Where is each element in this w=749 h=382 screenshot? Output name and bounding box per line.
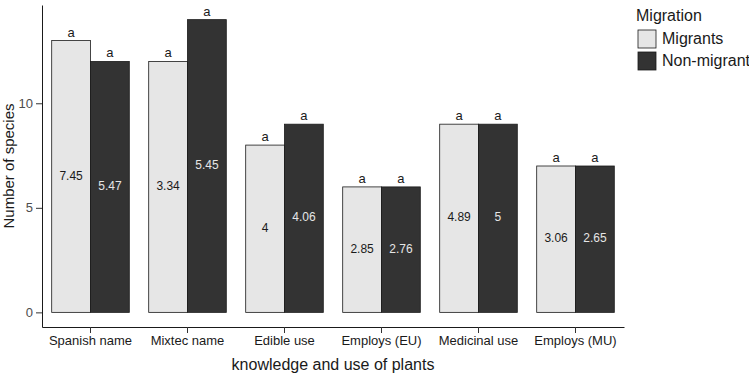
significance-letter: a (67, 25, 75, 40)
significance-letter: a (358, 171, 366, 186)
bar (52, 41, 91, 313)
x-tick-label: Employs (MU) (534, 333, 616, 348)
mean-label: 4 (262, 221, 269, 235)
x-axis-line (43, 327, 625, 328)
mean-label: 4.89 (447, 210, 471, 224)
x-tick-label: Edible use (254, 333, 315, 348)
y-tick-mark (36, 208, 42, 209)
significance-letter: a (455, 108, 463, 123)
x-tick: Medicinal use (439, 327, 519, 348)
bar (91, 61, 130, 312)
significance-letter: a (164, 45, 172, 60)
legend-label: Non-migrants (662, 52, 749, 69)
mean-label: 2.65 (583, 231, 607, 245)
bar (149, 61, 188, 312)
mean-label: 4.06 (292, 210, 316, 224)
x-tick-label: Mixtec name (151, 333, 225, 348)
y-tick: 0 (26, 305, 42, 320)
x-tick-mark (187, 327, 188, 333)
x-tick-mark (575, 327, 576, 333)
legend-title: Migration (636, 7, 702, 24)
y-tick-mark (36, 103, 42, 104)
mean-label: 5.47 (98, 179, 122, 193)
significance-letter: a (591, 150, 599, 165)
mean-label: 7.45 (59, 169, 83, 183)
x-tick: Employs (EU) (341, 327, 421, 348)
significance-letter: a (494, 108, 502, 123)
legend: Migration Migrants Non-migrants (636, 7, 749, 70)
x-tick: Spanish name (49, 327, 132, 348)
x-tick: Edible use (254, 327, 315, 348)
mean-label: 2.76 (389, 242, 413, 256)
x-tick-mark (381, 327, 382, 333)
x-tick-mark (284, 327, 285, 333)
x-axis: Spanish name Mixtec name Edible use Employs… (43, 327, 625, 348)
y-axis: 0 5 10 (19, 6, 43, 328)
bar (285, 124, 324, 312)
x-tick-mark (478, 327, 479, 333)
x-tick-label: Medicinal use (439, 333, 519, 348)
bar (576, 166, 615, 312)
bar (246, 145, 285, 312)
mean-label: 3.06 (544, 231, 568, 245)
significance-letter: a (397, 171, 405, 186)
y-tick-label: 10 (19, 96, 33, 111)
y-tick: 10 (19, 96, 42, 111)
x-tick-label: Employs (EU) (341, 333, 421, 348)
bar (537, 166, 576, 312)
significance-letter: a (203, 4, 211, 19)
y-tick-label: 0 (26, 305, 33, 320)
significance-letter: a (300, 108, 308, 123)
y-tick: 5 (26, 200, 42, 215)
y-axis-line (42, 6, 43, 328)
bars (52, 20, 615, 313)
bar (343, 187, 382, 312)
bar (440, 124, 479, 312)
bar (382, 187, 421, 312)
bar-labels: 7.45 a 3.34 a 4 a 2.85 a 4.89 a 3.06 a 5.47 a 5.45 a 4.0… (59, 4, 606, 256)
y-tick-label: 5 (26, 200, 33, 215)
significance-letter: a (261, 129, 269, 144)
mean-label: 5 (495, 210, 502, 224)
legend-key (638, 30, 656, 48)
x-tick: Employs (MU) (534, 327, 616, 348)
mean-label: 2.85 (350, 242, 374, 256)
bar (479, 124, 518, 312)
significance-letter: a (552, 150, 560, 165)
mean-label: 3.34 (156, 179, 180, 193)
legend-key (638, 52, 656, 70)
y-tick-mark (36, 312, 42, 313)
x-tick-label: Spanish name (49, 333, 132, 348)
y-axis-title: Number of species (0, 103, 17, 228)
x-tick: Mixtec name (151, 327, 225, 348)
chart: 7.45 a 3.34 a 4 a 2.85 a 4.89 a 3.06 a 5.47 a 5.45 a 4.0… (0, 0, 749, 382)
significance-letter: a (106, 45, 114, 60)
x-axis-title: knowledge and use of plants (232, 356, 435, 373)
mean-label: 5.45 (195, 158, 219, 172)
x-tick-mark (90, 327, 91, 333)
bar (188, 20, 227, 313)
legend-label: Migrants (662, 30, 723, 47)
